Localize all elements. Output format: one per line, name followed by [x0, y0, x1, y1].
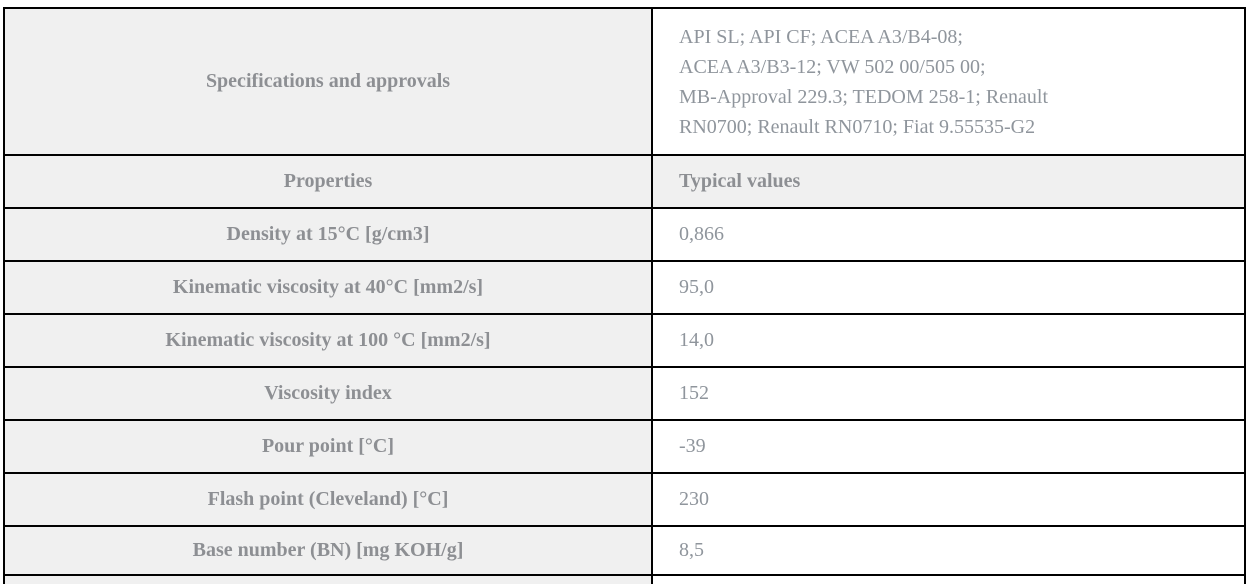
spec-approvals-value: API SL; API CF; ACEA A3/B4-08; ACEA A3/B… — [651, 7, 1246, 156]
property-label: Kinematic viscosity at 40°C [mm2/s] — [3, 260, 653, 315]
property-value: 95,0 — [651, 260, 1246, 315]
specifications-table: Specifications and approvals API SL; API… — [3, 7, 1246, 584]
table-row-flash-point: Flash point (Cleveland) [°C] 230 — [3, 472, 1246, 527]
table-row-density: Density at 15°C [g/cm3] 0,866 — [3, 207, 1246, 262]
table-row-viscosity-index: Viscosity index 152 — [3, 366, 1246, 421]
property-label: Viscosity index — [3, 366, 653, 421]
property-label — [3, 574, 653, 584]
property-value: 230 — [651, 472, 1246, 527]
properties-column-header: Properties — [3, 154, 653, 209]
table-row-base-number: Base number (BN) [mg KOH/g] 8,5 — [3, 525, 1246, 576]
property-value: 152 — [651, 366, 1246, 421]
property-label: Pour point [°C] — [3, 419, 653, 474]
property-value: -39 — [651, 419, 1246, 474]
property-value: 0,866 — [651, 207, 1246, 262]
typical-values-column-header: Typical values — [651, 154, 1246, 209]
spec-approvals-label: Specifications and approvals — [3, 7, 653, 156]
property-value: 14,0 — [651, 313, 1246, 368]
table-row-viscosity-40: Kinematic viscosity at 40°C [mm2/s] 95,0 — [3, 260, 1246, 315]
table-header-row: Properties Typical values — [3, 154, 1246, 209]
property-label: Base number (BN) [mg KOH/g] — [3, 525, 653, 576]
property-label: Flash point (Cleveland) [°C] — [3, 472, 653, 527]
property-value — [651, 574, 1246, 584]
table-row-partial-clipped — [3, 574, 1246, 584]
property-value: 8,5 — [651, 525, 1246, 576]
table-row-viscosity-100: Kinematic viscosity at 100 °C [mm2/s] 14… — [3, 313, 1246, 368]
property-label: Kinematic viscosity at 100 °C [mm2/s] — [3, 313, 653, 368]
table-row-specifications: Specifications and approvals API SL; API… — [3, 7, 1246, 156]
property-label: Density at 15°C [g/cm3] — [3, 207, 653, 262]
table-row-pour-point: Pour point [°C] -39 — [3, 419, 1246, 474]
